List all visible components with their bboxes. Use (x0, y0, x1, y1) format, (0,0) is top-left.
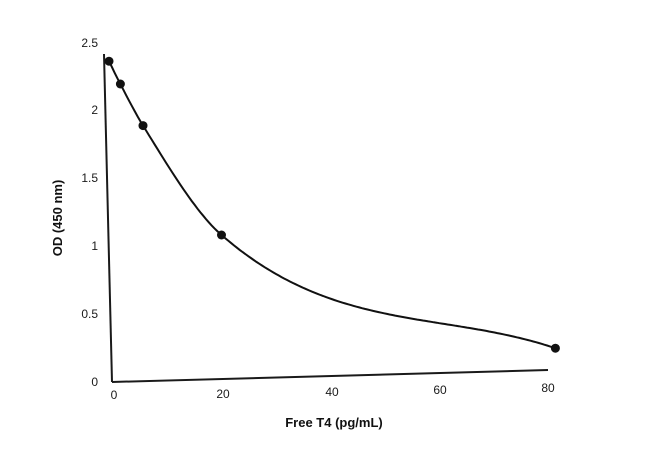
x-tick-labels: 0 20 40 60 80 (111, 381, 555, 402)
y-tick-label: 1 (91, 239, 98, 253)
data-point (550, 343, 560, 353)
data-points (104, 56, 560, 353)
y-tick-labels: 0 0.5 1 1.5 2 2.5 (81, 36, 98, 389)
data-point (138, 121, 148, 131)
data-point (115, 79, 125, 89)
x-tick-label: 0 (111, 388, 118, 402)
fit-curve-line (108, 60, 556, 350)
x-axis-label: Free T4 (pg/mL) (285, 415, 383, 430)
data-point (104, 56, 114, 66)
x-tick-label: 20 (216, 387, 230, 401)
x-tick-label: 40 (325, 385, 339, 399)
y-tick-label: 2 (91, 103, 98, 117)
chart-axes (103, 53, 549, 383)
y-tick-label: 0 (91, 375, 98, 389)
y-axis (103, 53, 113, 383)
y-tick-label: 0.5 (81, 307, 98, 321)
x-tick-label: 60 (433, 383, 447, 397)
data-point (217, 230, 226, 240)
x-tick-label: 80 (541, 381, 555, 395)
y-axis-label: OD (450 nm) (50, 180, 65, 257)
x-axis (111, 369, 549, 383)
y-tick-label: 1.5 (81, 171, 98, 185)
y-tick-label: 2.5 (81, 36, 98, 50)
